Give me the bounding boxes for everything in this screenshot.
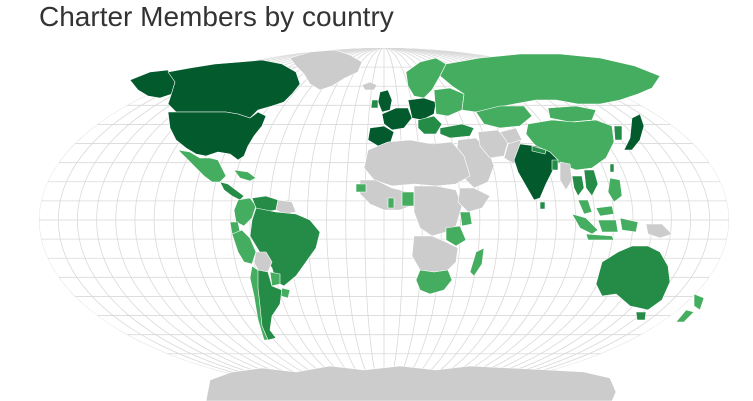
- region-tanzania[interactable]: [445, 225, 467, 247]
- region-paraguay[interactable]: [269, 271, 281, 287]
- region-central-europe[interactable]: [407, 97, 437, 121]
- region-canada[interactable]: [167, 59, 301, 119]
- region-guyanas[interactable]: [275, 199, 297, 215]
- region-north-africa[interactable]: [363, 139, 471, 187]
- region-united-kingdom[interactable]: [377, 89, 393, 113]
- region-colombia[interactable]: [233, 197, 257, 227]
- region-nepal[interactable]: [531, 145, 547, 155]
- region-united-states[interactable]: [167, 111, 267, 161]
- region-korea[interactable]: [613, 125, 623, 141]
- region-southern-africa[interactable]: [411, 235, 459, 273]
- region-ghana[interactable]: [387, 197, 395, 209]
- region-ireland[interactable]: [370, 99, 379, 109]
- region-brazil[interactable]: [249, 207, 321, 287]
- region-malaysia[interactable]: [577, 199, 615, 217]
- region-caribbean[interactable]: [233, 169, 257, 182]
- region-balkans[interactable]: [417, 115, 443, 135]
- region-philippines[interactable]: [607, 177, 623, 203]
- region-peru[interactable]: [231, 229, 257, 265]
- region-indochina[interactable]: [583, 169, 599, 197]
- region-uruguay[interactable]: [280, 287, 291, 299]
- region-myanmar[interactable]: [559, 161, 573, 191]
- region-western-europe[interactable]: [381, 107, 413, 131]
- region-japan[interactable]: [623, 113, 645, 151]
- region-iran[interactable]: [477, 129, 509, 159]
- region-nigeria[interactable]: [401, 191, 415, 207]
- country-regions: [129, 49, 705, 401]
- region-argentina[interactable]: [257, 269, 283, 341]
- region-antarctica[interactable]: [205, 365, 617, 401]
- map-title: Charter Members by country: [39, 1, 394, 32]
- region-china[interactable]: [525, 119, 615, 171]
- region-turkey[interactable]: [439, 123, 475, 139]
- region-papua-new-guinea[interactable]: [645, 223, 673, 239]
- region-thailand[interactable]: [571, 175, 585, 197]
- region-australia[interactable]: [595, 245, 671, 321]
- region-kenya[interactable]: [459, 211, 473, 227]
- region-central-america[interactable]: [219, 181, 245, 201]
- region-taiwan[interactable]: [609, 163, 615, 173]
- region-bangladesh[interactable]: [551, 159, 559, 171]
- region-madagascar[interactable]: [469, 247, 485, 277]
- region-alaska[interactable]: [129, 69, 176, 99]
- region-india[interactable]: [513, 143, 559, 201]
- region-iceland[interactable]: [361, 81, 378, 91]
- region-indonesia[interactable]: [571, 213, 639, 241]
- region-new-zealand[interactable]: [675, 293, 705, 323]
- region-ethiopia[interactable]: [457, 187, 491, 213]
- region-eastern-europe[interactable]: [433, 87, 465, 117]
- region-mongolia[interactable]: [547, 105, 597, 123]
- region-senegal[interactable]: [355, 183, 367, 193]
- region-scandinavia[interactable]: [405, 57, 447, 99]
- region-south-africa[interactable]: [415, 269, 453, 295]
- region-sri-lanka[interactable]: [539, 201, 546, 210]
- region-russia[interactable]: [439, 53, 661, 113]
- region-greenland[interactable]: [289, 49, 363, 91]
- region-kazakhstan[interactable]: [475, 105, 533, 129]
- region-mexico[interactable]: [177, 149, 227, 183]
